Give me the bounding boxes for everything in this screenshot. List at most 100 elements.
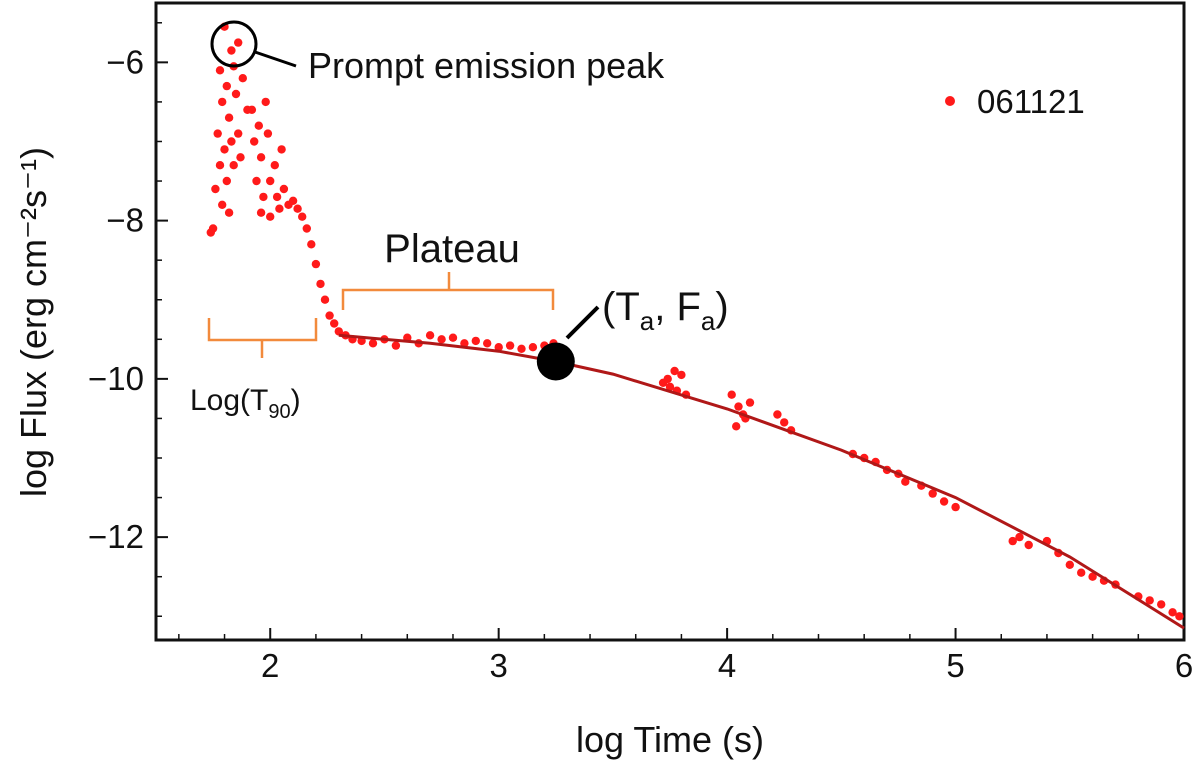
data-point	[256, 208, 266, 217]
data-point	[665, 382, 675, 391]
data-point	[211, 184, 220, 194]
data-points	[206, 22, 1184, 621]
data-point	[261, 97, 270, 107]
data-point	[505, 341, 515, 350]
data-point	[224, 208, 234, 217]
data-point	[231, 89, 241, 99]
data-point	[277, 145, 286, 154]
data-point	[528, 343, 538, 352]
data-point	[279, 184, 289, 194]
x-tick-label: 2	[261, 647, 279, 684]
data-point	[471, 336, 480, 346]
data-point	[206, 228, 215, 237]
data-point	[218, 200, 227, 209]
data-point	[270, 161, 279, 170]
t90-label-prefix: Log(T	[190, 384, 268, 417]
data-point	[266, 176, 275, 186]
data-point	[250, 137, 259, 146]
data-point	[745, 398, 755, 407]
break-label-ta-sub: a	[640, 306, 655, 336]
data-point	[727, 390, 736, 399]
plateau-label: Plateau	[384, 227, 520, 271]
y-tick-label: −8	[106, 202, 144, 239]
prompt-peak-circle	[210, 20, 258, 68]
x-tick-label: 6	[1175, 647, 1193, 684]
data-point	[448, 333, 458, 342]
t90-label-sub: 90	[268, 401, 290, 423]
data-point	[494, 343, 503, 352]
data-point	[311, 259, 321, 269]
data-point	[229, 161, 238, 170]
y-axis-label: log Flux (erg cm⁻²s⁻¹)	[13, 147, 54, 497]
break-label-fa-sub: a	[701, 306, 716, 336]
data-point	[256, 153, 266, 162]
data-point	[1168, 608, 1177, 617]
break-label-open: (T	[602, 285, 640, 329]
data-point	[220, 145, 229, 154]
data-point	[307, 240, 316, 249]
legend: 061121	[945, 83, 1085, 120]
y-tick-label: −6	[106, 43, 144, 80]
data-point	[330, 319, 339, 328]
data-point	[1077, 568, 1086, 577]
data-point	[334, 327, 343, 336]
data-point	[425, 331, 435, 340]
data-point	[227, 137, 236, 146]
break-label-close: )	[715, 285, 728, 329]
data-point	[663, 374, 672, 384]
fit-curve	[338, 333, 1185, 630]
data-point	[1175, 612, 1184, 621]
x-axis-label: log Time (s)	[576, 719, 764, 760]
data-point	[951, 502, 960, 512]
data-point	[325, 311, 334, 320]
data-point	[437, 335, 446, 344]
data-point	[218, 97, 227, 107]
data-point	[780, 418, 789, 427]
y-tick-label: −12	[88, 518, 144, 555]
t90-label-suffix: )	[291, 384, 301, 417]
y-tick-label: −10	[88, 360, 144, 397]
data-point	[1024, 540, 1033, 550]
data-point	[272, 192, 282, 202]
data-point	[1088, 572, 1097, 581]
data-point	[275, 204, 284, 213]
prompt-peak-pointer	[254, 50, 297, 68]
data-point	[670, 366, 679, 376]
data-point	[302, 224, 311, 233]
data-point	[252, 176, 261, 186]
data-point	[320, 295, 330, 304]
data-point	[928, 489, 937, 498]
x-tick-label: 5	[946, 647, 964, 684]
break-point-marker	[536, 342, 575, 381]
data-point	[293, 204, 302, 213]
data-point	[222, 176, 231, 186]
data-point	[483, 339, 492, 348]
data-point	[517, 344, 526, 353]
legend-marker	[945, 96, 955, 106]
data-point	[677, 370, 686, 380]
prompt-peak-label: Prompt emission peak	[308, 45, 665, 86]
data-point	[773, 410, 782, 419]
data-point	[1008, 536, 1017, 546]
data-point	[227, 46, 236, 55]
data-point	[298, 212, 307, 221]
data-point	[732, 422, 741, 431]
y-axis-ticks: −6 −8 −10 −12	[88, 22, 168, 618]
data-point	[238, 74, 247, 83]
data-point	[234, 38, 243, 47]
data-point	[391, 341, 401, 350]
data-point	[236, 153, 245, 162]
data-point	[234, 129, 243, 138]
break-point-pointer	[565, 305, 600, 340]
data-point	[734, 402, 743, 411]
data-point	[247, 105, 257, 115]
data-point	[288, 196, 298, 205]
t90-label: Log(T90)	[190, 384, 301, 423]
break-label-mid: , F	[654, 285, 701, 329]
data-point	[213, 129, 222, 138]
data-point	[263, 129, 273, 138]
data-point	[254, 121, 263, 130]
data-point	[368, 339, 378, 348]
data-point	[901, 477, 910, 486]
